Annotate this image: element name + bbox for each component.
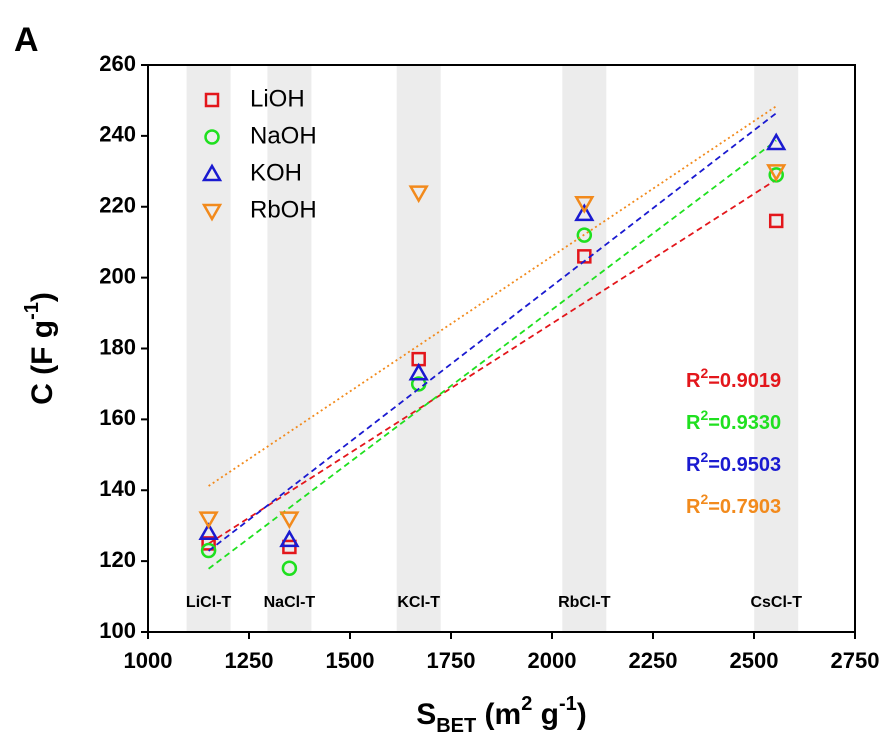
marker [766,132,787,151]
x-axis-title-part: (m [476,698,521,731]
marker [198,511,219,530]
fit-line [208,105,777,487]
fit-line [208,139,777,570]
panel-label: A [14,21,39,59]
fit-label: R2=0.9503 [686,449,781,477]
legend-marker [204,129,220,145]
sample-label: LiCl-T [186,594,232,611]
marker [198,522,219,541]
fit-label: R2=0.9019 [686,365,781,393]
x-tick-label: 2750 [831,648,880,673]
sample-label: CsCl-T [750,594,802,611]
fit-label-part: =0.9019 [708,370,781,392]
y-tick-label: 160 [99,405,136,430]
x-axis-title-part: g [532,698,559,731]
marker [279,529,300,548]
sample-band [562,65,607,632]
fit-label-part: 2 [700,491,708,507]
marker [200,542,217,559]
fit-label-part: R [686,412,701,434]
fit-label: R2=0.9330 [686,407,781,435]
x-axis-title-part: 2 [521,693,532,715]
y-axis-title-part: ) [26,292,59,302]
sample-band [754,65,799,632]
y-tick-label: 180 [99,334,136,359]
x-tick-label: 2500 [730,648,779,673]
y-axis-title-part: -1 [21,302,43,320]
fit-label-part: R [686,496,701,518]
sample-band [267,65,312,632]
x-axis-title: SBET (m2 g-1) [416,693,587,737]
x-tick-label: 2250 [629,648,678,673]
legend-label: NaOH [250,122,317,149]
sample-label: NaCl-T [264,594,316,611]
y-tick-label: 100 [99,618,136,643]
x-axis-title-part: ) [577,698,587,731]
legend-label: RbOH [250,196,317,223]
sample-band [396,65,441,632]
marker [768,213,784,229]
fit-label: R2=0.7903 [686,491,781,519]
marker [766,164,787,182]
marker [576,227,593,243]
sample-band [186,65,231,632]
y-tick-label: 260 [99,51,136,76]
marker [408,362,429,381]
x-tick-label: 1750 [427,648,476,673]
fit-label-part: 2 [700,365,708,381]
x-tick-label: 1250 [225,648,274,673]
fit-label-part: R [686,370,701,392]
sample-label: RbCl-T [558,594,611,611]
marker [574,195,595,214]
fit-label-part: R [686,454,701,476]
plot-frame [147,64,856,633]
y-tick-label: 140 [99,476,136,501]
y-tick-label: 220 [99,193,136,218]
x-axis-title-part: BET [436,715,476,737]
marker [201,536,216,551]
y-axis-title: C (F g-1) [21,292,59,405]
x-axis-title-part: S [416,698,436,731]
marker [408,185,429,204]
marker [574,203,595,222]
fit-label-part: 2 [700,449,708,465]
x-tick-label: 1000 [124,648,173,673]
marker [281,560,298,576]
sample-label: KCl-T [397,594,440,611]
fit-label-part: 2 [700,407,708,423]
legend-marker [204,92,220,108]
fit-label-part: =0.9330 [708,412,781,434]
fit-line [208,178,777,545]
x-tick-label: 2000 [528,648,577,673]
legend-label: LiOH [250,85,305,112]
fit-label-part: =0.9503 [708,454,781,476]
y-tick-label: 240 [99,122,136,147]
y-tick-label: 200 [99,263,136,288]
y-tick-label: 120 [99,547,136,572]
x-axis-title-part: -1 [559,693,577,715]
legend-marker [201,163,223,182]
marker [279,511,300,530]
x-tick-label: 1500 [326,648,375,673]
y-axis-title-part: C (F g [26,320,59,405]
legend-label: KOH [250,159,302,186]
fit-label-part: =0.7903 [708,496,781,518]
legend-marker [201,203,223,222]
